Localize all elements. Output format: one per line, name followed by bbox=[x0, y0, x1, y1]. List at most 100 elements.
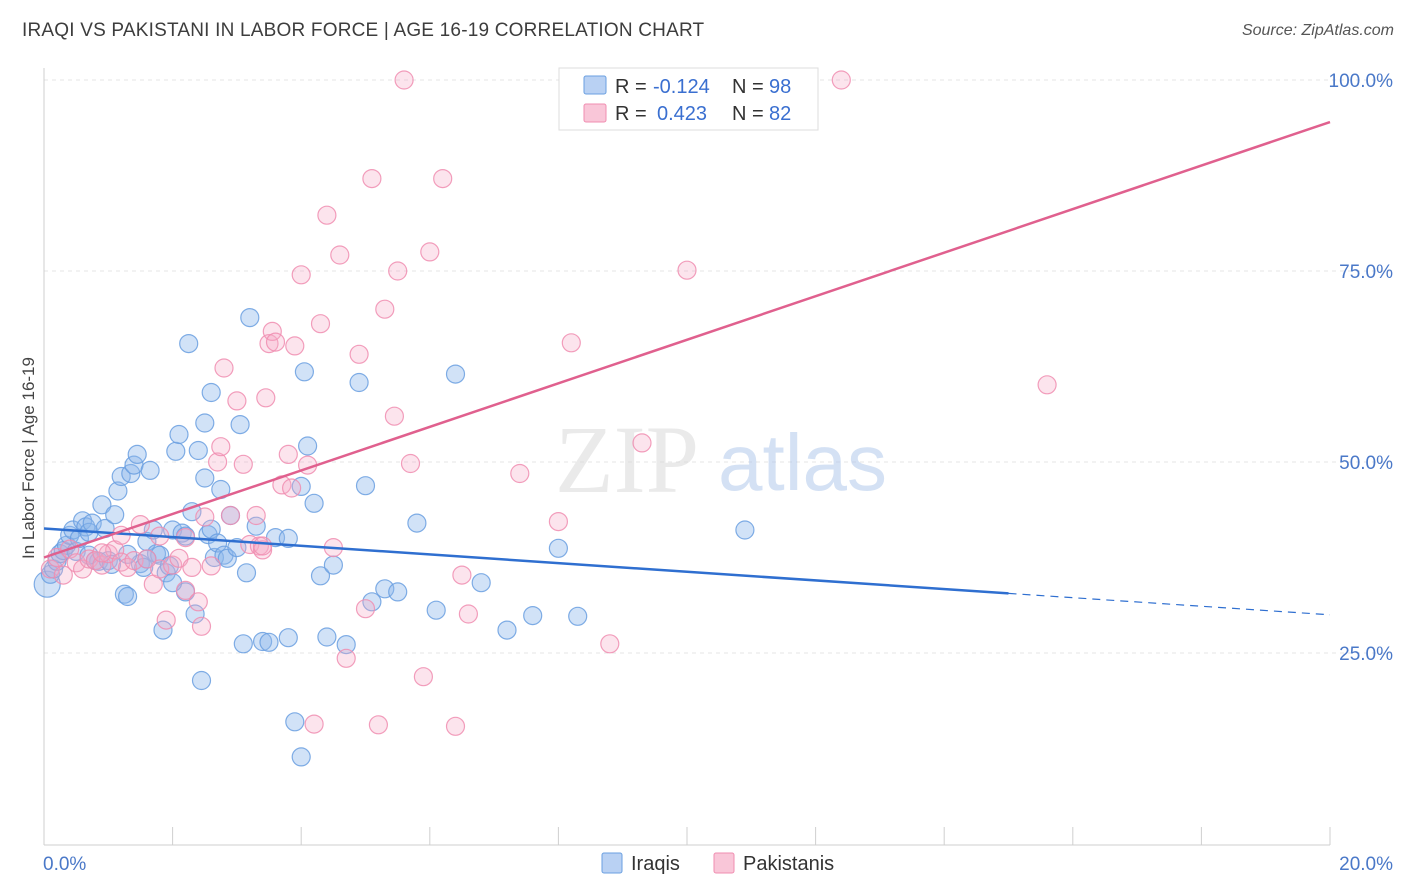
point-iraqis bbox=[208, 533, 228, 553]
point-pakistanis bbox=[368, 715, 388, 735]
series-pakistanis-points bbox=[40, 70, 1057, 736]
point-pakistanis bbox=[282, 478, 302, 498]
point-pakistanis bbox=[375, 299, 395, 319]
point-iraqis bbox=[108, 481, 128, 501]
point-pakistanis bbox=[458, 604, 478, 624]
point-pakistanis bbox=[330, 245, 350, 265]
point-iraqis bbox=[735, 520, 755, 540]
point-pakistanis bbox=[211, 437, 231, 457]
legend-swatch-iraqis bbox=[583, 75, 607, 95]
point-iraqis bbox=[471, 573, 491, 593]
point-pakistanis bbox=[632, 433, 652, 453]
trend-line-iraqis-extension bbox=[1008, 592, 1331, 616]
point-pakistanis bbox=[191, 616, 212, 636]
point-pakistanis bbox=[53, 565, 73, 585]
point-pakistanis bbox=[831, 70, 851, 90]
point-pakistanis bbox=[310, 314, 331, 334]
point-pakistanis bbox=[259, 334, 279, 354]
point-pakistanis bbox=[413, 667, 433, 687]
point-iraqis bbox=[278, 528, 298, 549]
point-pakistanis bbox=[561, 333, 581, 353]
legend-n-iraqis: 98 bbox=[769, 76, 791, 98]
legend-swatch-pakistanis bbox=[583, 103, 607, 123]
legend-r-label-iraqis: R = bbox=[615, 76, 647, 98]
point-pakistanis bbox=[208, 452, 228, 472]
point-iraqis bbox=[92, 495, 112, 515]
y-tick-label: 75.0% bbox=[1339, 262, 1393, 283]
y-axis-title: In Labor Force | Age 16-19 bbox=[19, 357, 38, 559]
y-tick-label: 100.0% bbox=[1329, 71, 1394, 92]
watermark-zip: ZIP bbox=[555, 406, 699, 513]
point-iraqis bbox=[105, 505, 125, 525]
point-pakistanis bbox=[336, 648, 356, 668]
point-iraqis bbox=[191, 670, 212, 691]
point-iraqis bbox=[336, 634, 356, 655]
watermark-atlas: atlas bbox=[718, 418, 887, 507]
trend-lines bbox=[43, 120, 1331, 616]
point-iraqis bbox=[236, 563, 257, 583]
point-iraqis bbox=[285, 712, 305, 732]
point-pakistanis bbox=[220, 505, 241, 526]
point-iraqis bbox=[548, 538, 569, 558]
point-iraqis bbox=[349, 372, 369, 393]
point-iraqis bbox=[317, 627, 337, 647]
point-pakistanis bbox=[253, 536, 273, 556]
legend-series: Iraqis Pakistanis bbox=[601, 852, 834, 875]
point-iraqis bbox=[179, 334, 199, 354]
point-iraqis bbox=[426, 600, 446, 620]
point-iraqis bbox=[140, 460, 160, 480]
point-pakistanis bbox=[394, 70, 414, 90]
point-pakistanis bbox=[355, 599, 376, 619]
point-iraqis bbox=[117, 586, 138, 607]
point-pakistanis bbox=[388, 261, 408, 281]
point-pakistanis bbox=[600, 634, 620, 654]
point-iraqis bbox=[523, 605, 543, 626]
point-pakistanis bbox=[677, 260, 697, 280]
point-pakistanis bbox=[285, 336, 305, 356]
point-iraqis bbox=[259, 632, 279, 652]
point-pakistanis bbox=[1037, 375, 1057, 395]
point-pakistanis bbox=[548, 511, 569, 532]
point-pakistanis bbox=[188, 592, 208, 612]
point-iraqis bbox=[150, 545, 170, 565]
x-tick-label: 0.0% bbox=[43, 854, 86, 875]
legend-bottom-swatch-iraqis bbox=[601, 852, 623, 874]
point-iraqis bbox=[388, 582, 408, 602]
point-pakistanis bbox=[195, 507, 215, 527]
point-pakistanis bbox=[452, 565, 472, 585]
legend-r-iraqis: -0.124 bbox=[653, 76, 710, 98]
point-iraqis bbox=[233, 634, 253, 654]
point-pakistanis bbox=[384, 406, 404, 426]
point-pakistanis bbox=[362, 169, 382, 189]
point-iraqis bbox=[201, 382, 221, 403]
legend-r-label-pakistanis: R = bbox=[615, 103, 647, 125]
point-pakistanis bbox=[291, 265, 311, 285]
point-iraqis bbox=[195, 468, 215, 488]
point-iraqis bbox=[246, 516, 266, 536]
point-pakistanis bbox=[233, 454, 253, 474]
point-iraqis bbox=[185, 604, 205, 624]
watermark: ZIP atlas bbox=[555, 406, 887, 513]
point-iraqis bbox=[278, 628, 298, 648]
point-pakistanis bbox=[349, 344, 369, 364]
point-iraqis bbox=[240, 308, 260, 328]
point-iraqis bbox=[304, 493, 324, 513]
point-pakistanis bbox=[400, 453, 421, 474]
x-tick-label: 20.0% bbox=[1339, 854, 1393, 875]
point-pakistanis bbox=[246, 505, 266, 526]
point-pakistanis bbox=[227, 391, 247, 411]
trend-line-iraqis bbox=[43, 527, 1009, 595]
legend-bottom-iraqis: Iraqis bbox=[631, 853, 680, 875]
point-iraqis bbox=[195, 413, 215, 433]
point-pakistanis bbox=[182, 557, 202, 578]
legend-n-label-pakistanis: N = bbox=[732, 103, 764, 125]
point-pakistanis bbox=[262, 321, 282, 341]
point-iraqis bbox=[217, 548, 237, 568]
point-iraqis bbox=[291, 747, 311, 767]
y-tick-label: 25.0% bbox=[1339, 644, 1393, 665]
axes bbox=[43, 68, 1331, 846]
trend-line-pakistanis bbox=[43, 120, 1331, 559]
point-pakistanis bbox=[201, 556, 221, 576]
point-iraqis bbox=[407, 513, 427, 533]
